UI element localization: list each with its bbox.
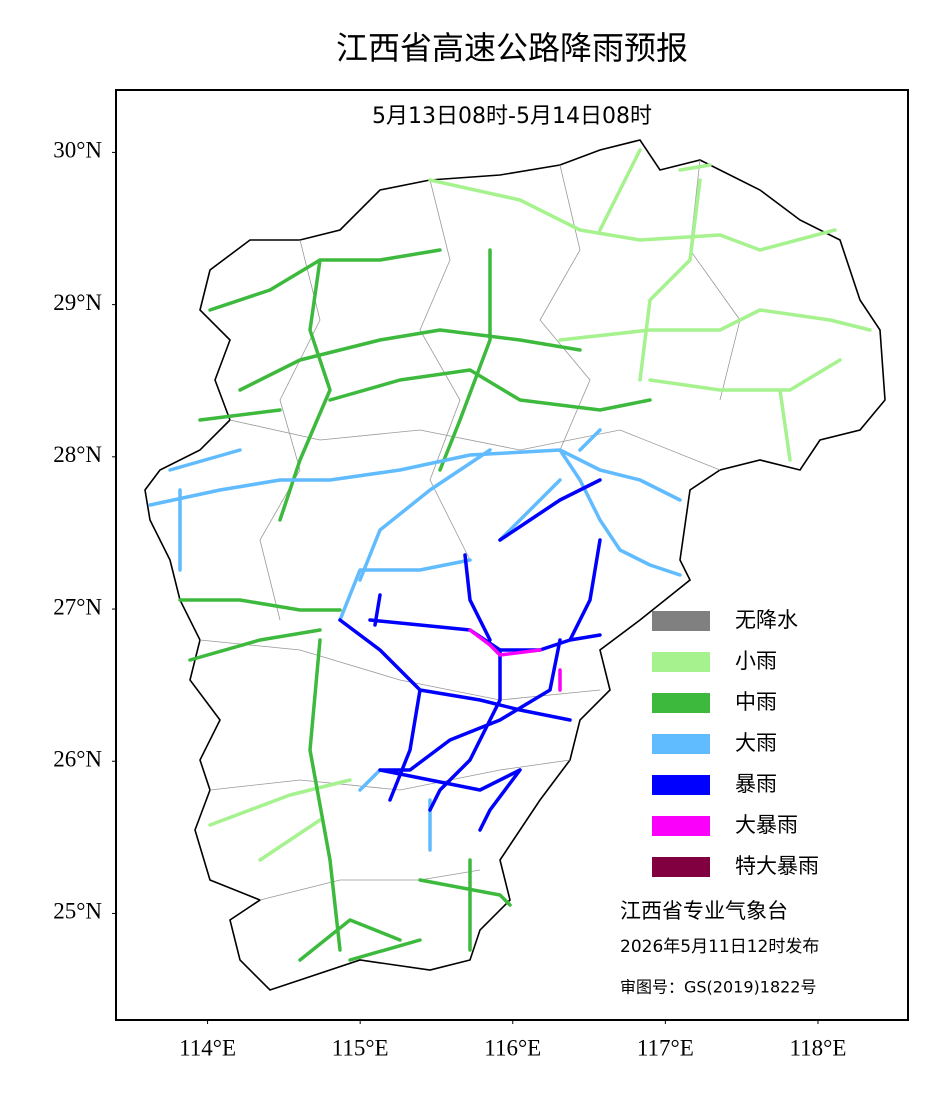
legend-swatch — [652, 734, 710, 754]
y-tick-label: 29°N — [53, 290, 102, 315]
highway — [338, 478, 602, 832]
x-tick-label: 118°E — [790, 1035, 847, 1060]
highways — [148, 148, 872, 962]
highway — [178, 248, 652, 962]
map-frame — [115, 89, 909, 1021]
legend-swatch — [652, 652, 710, 672]
y-tick-label: 27°N — [53, 594, 102, 619]
highway — [148, 428, 682, 852]
legend-label: 小雨 — [735, 649, 777, 673]
highway — [208, 148, 872, 862]
legend-swatch — [652, 611, 710, 631]
y-tick-label: 26°N — [53, 747, 102, 772]
x-tick-label: 116°E — [484, 1035, 541, 1060]
y-tick-label: 25°N — [53, 899, 102, 924]
legend-label: 特大暴雨 — [735, 854, 819, 878]
legend-label: 暴雨 — [735, 772, 777, 796]
x-axis: 114°E 115°E 116°E 117°E 118°E — [179, 1020, 846, 1060]
legend-swatch — [652, 816, 710, 836]
legend-label: 大暴雨 — [735, 813, 798, 837]
approval-number: 审图号：GS(2019)1822号 — [620, 978, 816, 997]
issue-time: 2026年5月11日12时发布 — [620, 937, 819, 957]
legend-swatch — [652, 775, 710, 795]
y-axis: 25°N 26°N 27°N 28°N 29°N 30°N — [53, 138, 116, 924]
legend-label: 大雨 — [735, 731, 777, 755]
y-tick-label: 28°N — [53, 442, 102, 467]
y-tick-label: 30°N — [53, 138, 102, 163]
legend-label: 中雨 — [735, 690, 777, 714]
x-tick-label: 115°E — [332, 1035, 389, 1060]
x-tick-label: 117°E — [637, 1035, 694, 1060]
agency-label: 江西省专业气象台 — [620, 899, 788, 923]
x-tick-label: 114°E — [179, 1035, 236, 1060]
map-title: 江西省高速公路降雨预报 — [336, 29, 688, 67]
highway — [468, 628, 562, 692]
legend-swatch — [652, 857, 710, 877]
legend-swatch — [652, 693, 710, 713]
legend-label: 无降水 — [735, 608, 798, 632]
map-subtitle: 5月13日08时-5月14日08时 — [372, 104, 652, 129]
